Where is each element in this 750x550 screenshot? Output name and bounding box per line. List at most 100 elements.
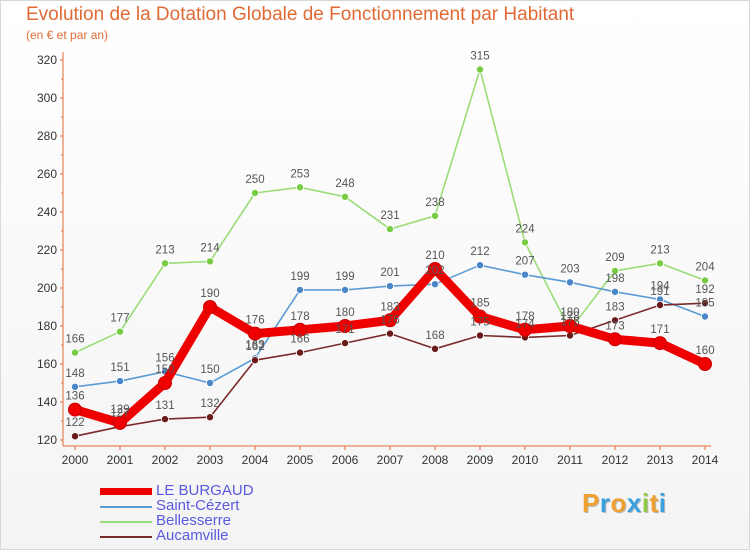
data-point [518, 322, 532, 337]
data-point [250, 188, 259, 197]
data-label: 198 [605, 273, 624, 285]
data-label: 150 [200, 364, 219, 376]
data-label: 166 [290, 334, 309, 346]
x-tick-label: 2005 [287, 453, 314, 467]
data-point [475, 331, 484, 340]
x-tick-label: 2002 [152, 453, 179, 467]
data-point [205, 257, 214, 266]
data-point [521, 270, 530, 279]
y-tick-label: 120 [37, 433, 57, 447]
data-label: 168 [425, 330, 444, 342]
data-label: 231 [380, 210, 399, 222]
logo-letter: P [582, 488, 600, 518]
data-label: 132 [200, 398, 219, 410]
data-point [566, 278, 575, 287]
data-label: 191 [650, 286, 669, 298]
line-chart: 120 140 160 180 200 220 240 260 280 300 320 2000 200… [37, 51, 719, 468]
data-label: 176 [245, 315, 264, 327]
legend-label: LE BURGAUD [156, 482, 254, 499]
data-point [113, 415, 127, 430]
y-tick-label: 240 [37, 205, 57, 219]
data-point [295, 348, 304, 357]
data-label: 129 [110, 404, 129, 416]
legend-label: Bellesserre [156, 512, 232, 529]
chart-axes: 120 140 160 180 200 220 240 260 280 300 320 2000 200… [37, 52, 719, 467]
data-point [71, 348, 80, 357]
data-label: 213 [650, 244, 669, 256]
data-label: 178 [560, 311, 579, 323]
data-label: 177 [110, 313, 129, 325]
data-point [701, 312, 710, 321]
data-point [701, 299, 710, 308]
data-label: 163 [245, 339, 264, 351]
data-label: 224 [515, 223, 535, 235]
data-point [656, 259, 665, 268]
legend-swatch [100, 488, 152, 495]
logo-letter: r [599, 488, 611, 518]
data-point [203, 300, 217, 314]
data-point [293, 322, 307, 337]
logo-letter: t [649, 488, 659, 518]
data-point [383, 313, 397, 328]
data-label: 238 [425, 197, 444, 209]
data-label: 162 [245, 341, 264, 353]
data-point [160, 259, 169, 268]
data-point [475, 261, 484, 270]
chart-subtitle: (en € et par an) [26, 28, 109, 42]
data-point [475, 65, 484, 74]
data-label: 248 [335, 178, 354, 190]
data-label: 175 [470, 317, 489, 329]
y-tick-label: 280 [37, 129, 57, 143]
data-label: 185 [470, 298, 489, 310]
data-point [428, 262, 442, 276]
data-label: 199 [290, 271, 309, 283]
data-point [340, 339, 349, 348]
data-point [653, 336, 667, 351]
x-tick-label: 2007 [377, 453, 404, 467]
data-point [611, 316, 620, 325]
data-label: 180 [335, 307, 354, 319]
data-label: 178 [515, 311, 534, 323]
x-tick-label: 2011 [557, 453, 583, 467]
data-label: 183 [605, 301, 624, 313]
x-tick-label: 2008 [422, 453, 449, 467]
data-point [116, 377, 125, 386]
data-label: 253 [290, 168, 309, 180]
data-label: 315 [470, 51, 489, 63]
data-label: 213 [155, 244, 174, 256]
data-point [338, 319, 352, 333]
y-tick-label: 200 [37, 281, 57, 295]
data-label: 136 [65, 391, 84, 403]
data-label: 173 [605, 320, 624, 332]
x-tick-label: 2012 [602, 453, 629, 467]
data-label: 180 [560, 307, 579, 319]
data-label: 166 [65, 334, 84, 346]
data-label: 212 [470, 246, 489, 258]
data-label: 183 [380, 301, 399, 313]
data-label: 148 [65, 368, 84, 380]
data-label: 174 [515, 318, 535, 330]
y-tick-label: 140 [37, 395, 57, 409]
data-label: 203 [560, 263, 579, 275]
data-point [71, 382, 80, 391]
y-tick-label: 320 [37, 53, 57, 67]
data-point [385, 329, 394, 338]
data-point [158, 376, 172, 390]
legend-swatch [100, 536, 152, 538]
x-tick-label: 2003 [197, 453, 224, 467]
data-point [205, 378, 214, 387]
data-point [385, 282, 394, 291]
chart-plot-area [68, 65, 712, 441]
data-label: 185 [695, 298, 714, 310]
data-point [295, 183, 304, 192]
legend-label: Aucamville [156, 527, 229, 544]
x-tick-label: 2001 [107, 453, 134, 467]
data-point [430, 280, 439, 289]
logo-letter: x [626, 488, 642, 518]
x-tick-label: 2014 [692, 453, 719, 467]
data-label: 209 [605, 252, 624, 264]
y-tick-label: 160 [37, 357, 57, 371]
data-point [608, 332, 622, 347]
data-label: 171 [335, 324, 354, 336]
